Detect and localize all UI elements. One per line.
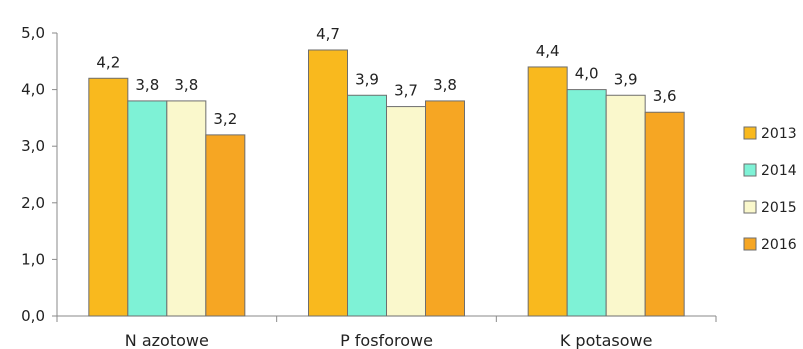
data-label: 3,9: [355, 70, 379, 88]
bar: [425, 100, 465, 317]
data-label: 4,2: [96, 53, 120, 71]
bar: [527, 66, 568, 317]
bar: [127, 100, 168, 317]
bars: [88, 49, 685, 317]
bar: [205, 134, 246, 317]
data-label: 3,8: [174, 76, 198, 94]
bar: [166, 100, 207, 317]
legend-label: 2014: [761, 163, 797, 179]
data-label: 3,8: [135, 76, 159, 94]
y-tick-label: 2,0: [21, 194, 45, 212]
bar: [347, 94, 387, 317]
legend-label: 2015: [761, 200, 797, 216]
data-label: 3,2: [213, 110, 237, 128]
bar: [566, 89, 607, 317]
legend-swatch: [743, 237, 757, 251]
data-label: 3,8: [433, 76, 457, 94]
legend-swatch: [743, 163, 757, 177]
data-label: 4,7: [316, 25, 340, 43]
data-label: 3,7: [394, 82, 418, 100]
x-tick-label: K potasowe: [560, 331, 653, 349]
y-tick-label: 4,0: [21, 81, 45, 99]
legend-label: 2016: [761, 237, 797, 253]
x-tick-label: N azotowe: [125, 331, 209, 349]
bar: [308, 49, 348, 317]
y-tick-label: 3,0: [21, 137, 45, 155]
bar: [644, 111, 685, 317]
x-tick-label: P fosforowe: [340, 331, 433, 349]
y-tick-label: 0,0: [21, 307, 45, 325]
legend: 2013 2014 2015 2016: [743, 126, 797, 253]
data-label: 3,6: [653, 87, 677, 105]
legend-label: 2013: [761, 126, 797, 142]
data-labels: 4,2 3,8 3,8 3,2 4,7 3,9 3,7 3,8 4,4 4,0 3,9 3,6: [96, 25, 676, 128]
axes: 0,0 1,0 2,0 3,0 4,0 5,0 N azotowe P fosforowe K …: [21, 24, 717, 349]
bar: [605, 94, 646, 317]
y-tick-label: 5,0: [21, 24, 45, 42]
data-label: 3,9: [614, 70, 638, 88]
legend-swatch: [743, 126, 757, 140]
y-tick-label: 1,0: [21, 250, 45, 268]
data-label: 4,0: [575, 65, 599, 83]
bar: [88, 77, 129, 317]
bar: [386, 106, 426, 317]
legend-swatch: [743, 200, 757, 214]
data-label: 4,4: [536, 42, 560, 60]
